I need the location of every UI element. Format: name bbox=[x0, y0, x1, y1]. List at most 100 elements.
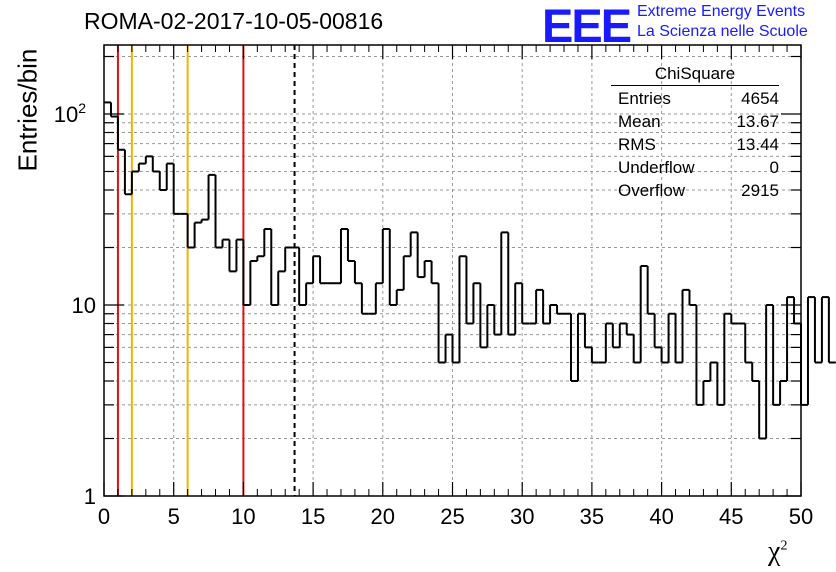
histogram-bin bbox=[277, 270, 286, 305]
histogram-bin bbox=[256, 255, 265, 261]
stats-label: Underflow bbox=[618, 158, 695, 177]
stats-label: Entries bbox=[618, 89, 671, 108]
histogram-bin bbox=[116, 116, 125, 151]
histogram-bin bbox=[813, 297, 822, 364]
y-tick-label: 10 bbox=[72, 293, 96, 318]
logo-line-1: Extreme Energy Events bbox=[637, 3, 806, 20]
histogram-bin bbox=[242, 239, 251, 306]
histogram-bin bbox=[263, 227, 272, 257]
histogram-bin bbox=[688, 289, 697, 306]
histogram-bin bbox=[172, 163, 181, 215]
histogram-bin bbox=[284, 246, 293, 272]
stats-value: 13.44 bbox=[736, 135, 779, 154]
histogram-bin bbox=[144, 155, 153, 164]
histogram-bin bbox=[137, 162, 146, 172]
histogram-bin bbox=[653, 313, 662, 349]
histogram-bin bbox=[786, 296, 795, 382]
histogram-bin bbox=[451, 334, 460, 364]
x-tick-label: 50 bbox=[789, 504, 813, 529]
reference-lines bbox=[116, 45, 296, 496]
histogram-bin bbox=[193, 221, 202, 248]
logo-line-2: La Scienza nelle Scuole bbox=[637, 23, 808, 40]
y-tick-label: 1 bbox=[84, 484, 96, 509]
histogram-bin bbox=[395, 288, 404, 305]
x-tick-label: 15 bbox=[301, 504, 325, 529]
histogram-bin bbox=[604, 322, 613, 363]
x-axis-label: χ2 bbox=[768, 536, 788, 567]
histogram-bin bbox=[681, 288, 690, 363]
histogram-bin bbox=[716, 362, 725, 406]
stats-label: RMS bbox=[618, 135, 656, 154]
histogram-bin bbox=[186, 213, 195, 249]
histogram-bin bbox=[402, 255, 411, 290]
y-tick-label: 102 bbox=[54, 100, 86, 127]
run-title: ROMA-02-2017-10-05-00816 bbox=[84, 8, 384, 34]
histogram-bin bbox=[793, 297, 801, 325]
histogram-bin bbox=[319, 256, 328, 285]
histogram-bin bbox=[409, 231, 418, 257]
x-tick-label: 20 bbox=[371, 504, 395, 529]
histogram-bin bbox=[249, 259, 258, 305]
histogram-bin bbox=[430, 260, 439, 285]
histogram-bin bbox=[458, 255, 467, 363]
histogram-bin bbox=[744, 323, 753, 364]
histogram-bin bbox=[165, 162, 174, 191]
histogram-bin bbox=[388, 228, 397, 306]
histogram-bin bbox=[353, 260, 362, 285]
histogram-bin bbox=[827, 297, 836, 364]
histogram-bin bbox=[360, 283, 369, 315]
histogram-bin bbox=[556, 305, 565, 315]
histogram-bin bbox=[730, 313, 739, 325]
histogram-bin bbox=[820, 296, 829, 363]
histogram-bin bbox=[507, 232, 516, 336]
histogram-bin bbox=[158, 171, 167, 192]
histogram-bin bbox=[437, 283, 446, 364]
histogram-bin bbox=[646, 266, 655, 315]
histogram-bin bbox=[674, 313, 683, 364]
histogram-bin bbox=[667, 312, 676, 363]
stats-row-rms: RMS 13.44 bbox=[611, 133, 779, 156]
histogram-bin bbox=[472, 282, 481, 324]
histogram-bin bbox=[660, 347, 669, 364]
x-tick-label: 35 bbox=[580, 504, 604, 529]
histogram-bin bbox=[709, 361, 718, 382]
stats-row-mean: Mean 13.67 bbox=[611, 110, 779, 133]
histogram-bin bbox=[632, 334, 641, 364]
x-tick-label: 45 bbox=[719, 504, 743, 529]
histogram-bin bbox=[235, 238, 244, 272]
histogram-bin bbox=[549, 304, 558, 324]
histogram-bin bbox=[751, 362, 760, 383]
histogram-bin bbox=[381, 227, 390, 284]
stats-title: ChiSquare bbox=[611, 64, 779, 86]
stats-value: 0 bbox=[769, 158, 779, 177]
histogram-bin bbox=[625, 323, 634, 336]
histogram-bin bbox=[702, 380, 711, 405]
histogram-bin bbox=[200, 218, 209, 223]
histogram-bin bbox=[305, 282, 314, 305]
histogram-bin bbox=[465, 256, 474, 325]
histogram-bin bbox=[639, 265, 648, 363]
stats-label: Overflow bbox=[618, 181, 686, 200]
histogram-bin bbox=[207, 173, 216, 220]
histogram-bin bbox=[298, 247, 307, 306]
histogram-bin bbox=[221, 238, 230, 248]
histogram-bin bbox=[486, 304, 495, 348]
histogram-bin bbox=[611, 323, 620, 349]
histogram-bin bbox=[339, 227, 348, 284]
histogram-bin bbox=[514, 282, 523, 335]
stats-row-underflow: Underflow 0 bbox=[611, 156, 779, 179]
histogram-bin bbox=[765, 304, 774, 439]
x-tick-label: 30 bbox=[510, 504, 534, 529]
histogram-bin bbox=[228, 239, 237, 273]
histogram-bin bbox=[346, 228, 355, 262]
histogram-bin bbox=[758, 381, 767, 440]
histogram-bin bbox=[618, 322, 627, 348]
histogram-bin bbox=[723, 312, 732, 405]
stats-row-entries: Entries 4654 bbox=[611, 87, 779, 110]
tick-labels: 0 5 10 15 20 25 30 35 40 45 50 1 10 102 bbox=[54, 100, 814, 529]
histogram-bin bbox=[590, 347, 599, 364]
histogram-bin bbox=[500, 231, 509, 335]
stats-box: ChiSquare Entries 4654 Mean 13.67 RMS 13.44… bbox=[611, 64, 779, 202]
histogram-bin bbox=[312, 255, 321, 284]
histogram-bin bbox=[423, 259, 432, 278]
